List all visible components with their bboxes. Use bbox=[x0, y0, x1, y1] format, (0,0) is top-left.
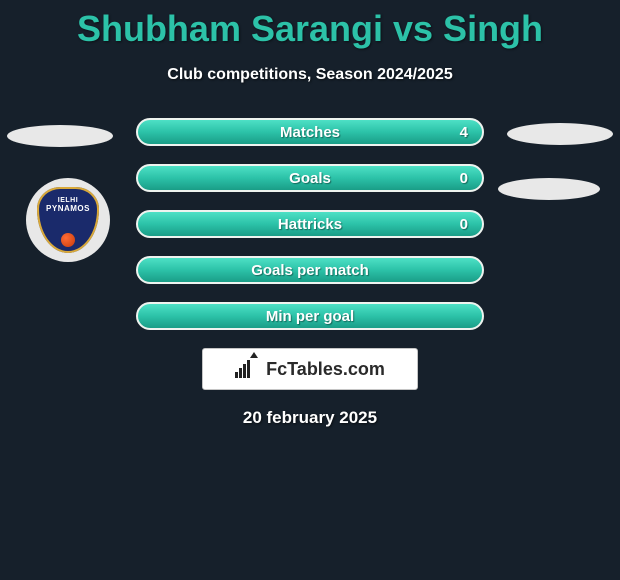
comparison-title: Shubham Sarangi vs Singh bbox=[0, 0, 620, 50]
stat-value: 0 bbox=[460, 216, 468, 233]
player-left-avatar: IELHI PYNAMOS bbox=[26, 178, 110, 262]
brand-text: FcTables.com bbox=[266, 359, 385, 380]
stat-row-min-per-goal: Min per goal bbox=[136, 302, 484, 330]
crest-text-top: IELHI bbox=[58, 197, 78, 204]
club-crest-icon: IELHI PYNAMOS bbox=[37, 187, 99, 253]
bar-chart-icon bbox=[235, 360, 250, 378]
date-caption: 20 february 2025 bbox=[0, 408, 620, 428]
brand-attribution: FcTables.com bbox=[202, 348, 418, 390]
stats-container: Matches 4 Goals 0 Hattricks 0 Goals per … bbox=[136, 118, 484, 330]
season-subtitle: Club competitions, Season 2024/2025 bbox=[0, 66, 620, 84]
stat-row-goals: Goals 0 bbox=[136, 164, 484, 192]
stat-label: Goals bbox=[289, 170, 331, 187]
crest-text-bottom: PYNAMOS bbox=[46, 204, 90, 213]
stat-label: Min per goal bbox=[266, 308, 354, 325]
stat-value: 4 bbox=[460, 124, 468, 141]
stat-row-goals-per-match: Goals per match bbox=[136, 256, 484, 284]
decorative-oval-bottom-right bbox=[498, 178, 600, 200]
stat-label: Matches bbox=[280, 124, 340, 141]
decorative-oval-top-right bbox=[507, 123, 613, 145]
arrow-up-icon bbox=[250, 352, 258, 358]
stat-row-hattricks: Hattricks 0 bbox=[136, 210, 484, 238]
stat-row-matches: Matches 4 bbox=[136, 118, 484, 146]
stat-value: 0 bbox=[460, 170, 468, 187]
stat-label: Goals per match bbox=[251, 262, 369, 279]
decorative-oval-top-left bbox=[7, 125, 113, 147]
crest-ball-icon bbox=[61, 233, 75, 247]
stat-label: Hattricks bbox=[278, 216, 342, 233]
